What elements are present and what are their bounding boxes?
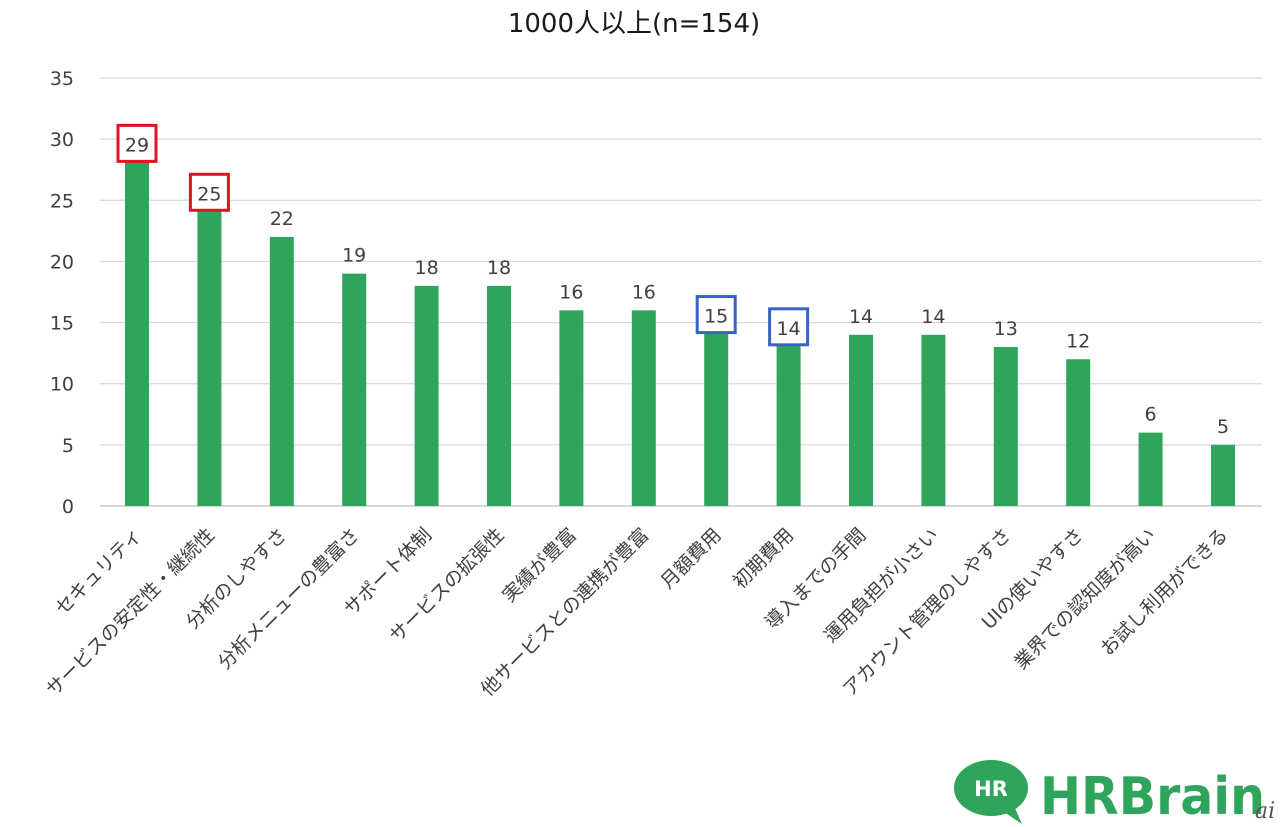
logo-wordmark-hr: HR [1040, 767, 1119, 827]
data-label: 14 [921, 306, 945, 328]
y-tick-label: 25 [50, 190, 74, 212]
bar [993, 347, 1018, 506]
hrbrain-logo: HR HRBrain [954, 760, 1265, 827]
bar [269, 236, 294, 506]
highlight-boxes: 29 25 15 14 [116, 123, 810, 347]
data-label: 14 [777, 318, 801, 340]
x-category-label: 業界での認知度が高い [1010, 524, 1160, 674]
bar [1066, 359, 1091, 506]
y-tick-label: 30 [50, 129, 74, 151]
highlight-box [116, 123, 158, 163]
bar [704, 322, 729, 506]
x-category-label: 分析メニューの豊富さ [214, 524, 364, 674]
y-tick-label: 10 [50, 374, 74, 396]
x-category-label: お試し利用ができる [1096, 524, 1232, 660]
bar [125, 151, 149, 506]
bar [197, 200, 222, 507]
data-label: 16 [559, 281, 583, 303]
x-category-label: 月額費用 [656, 524, 725, 593]
bar [1211, 444, 1235, 506]
bar [487, 285, 511, 506]
data-label: 16 [632, 281, 656, 303]
logo-badge-text: HR [974, 777, 1008, 801]
data-label: 5 [1217, 416, 1229, 438]
logo-wordmark: HRBrain [1040, 767, 1265, 827]
y-axis-tick-labels: 0 5 10 15 20 25 30 35 [50, 68, 74, 518]
bar [1138, 432, 1163, 506]
data-label: 25 [197, 183, 221, 205]
y-tick-label: 20 [50, 251, 74, 273]
bars [125, 151, 1235, 507]
watermark-ai: ai [1255, 799, 1275, 824]
data-label: 18 [415, 257, 439, 279]
data-label: 6 [1145, 404, 1157, 426]
bar [631, 310, 656, 506]
x-axis-category-labels: セキュリティサービスの安定性・継続性分析のしやすさ分析メニューの豊富さサポート体… [42, 524, 1232, 701]
data-label: 18 [487, 257, 511, 279]
y-tick-label: 5 [62, 435, 74, 457]
bar [849, 334, 873, 506]
highlight-box [695, 295, 737, 335]
data-label: 12 [1066, 330, 1090, 352]
data-label: 15 [704, 306, 728, 328]
highlight-box [768, 307, 810, 347]
bar [776, 334, 801, 506]
data-label: 13 [994, 318, 1018, 340]
bar [921, 334, 946, 506]
y-tick-label: 35 [50, 68, 74, 90]
x-category-label: 初期費用 [729, 524, 798, 593]
data-label: 14 [849, 306, 873, 328]
data-label: 19 [342, 245, 366, 267]
bar [342, 273, 367, 506]
data-labels: 22 19 18 18 16 16 14 14 13 12 6 5 [270, 208, 1229, 438]
y-tick-label: 0 [62, 496, 74, 518]
highlight-box [188, 172, 230, 212]
y-tick-label: 15 [50, 313, 74, 335]
data-label: 29 [125, 134, 149, 156]
logo-wordmark-brain: Brain [1119, 767, 1265, 827]
speech-bubble-icon: HR [954, 760, 1028, 824]
bar [559, 310, 584, 506]
chart-title: 1000人以上(n=154) [508, 9, 760, 39]
data-label: 22 [270, 208, 294, 230]
bar [414, 285, 439, 506]
